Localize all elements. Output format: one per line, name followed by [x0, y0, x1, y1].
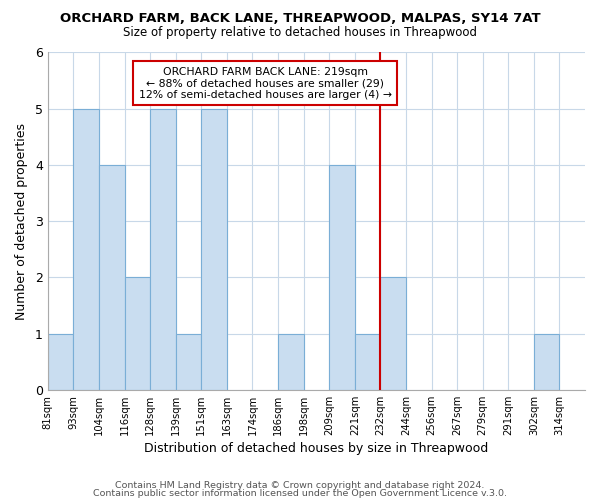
- Bar: [380, 278, 406, 390]
- Bar: [73, 108, 99, 390]
- Bar: [355, 334, 380, 390]
- Bar: [150, 108, 176, 390]
- Text: Contains HM Land Registry data © Crown copyright and database right 2024.: Contains HM Land Registry data © Crown c…: [115, 481, 485, 490]
- X-axis label: Distribution of detached houses by size in Threapwood: Distribution of detached houses by size …: [144, 442, 488, 455]
- Bar: [329, 165, 355, 390]
- Text: Contains public sector information licensed under the Open Government Licence v.: Contains public sector information licen…: [93, 488, 507, 498]
- Bar: [176, 334, 201, 390]
- Text: Size of property relative to detached houses in Threapwood: Size of property relative to detached ho…: [123, 26, 477, 39]
- Text: ORCHARD FARM, BACK LANE, THREAPWOOD, MALPAS, SY14 7AT: ORCHARD FARM, BACK LANE, THREAPWOOD, MAL…: [59, 12, 541, 26]
- Bar: [99, 165, 125, 390]
- Y-axis label: Number of detached properties: Number of detached properties: [15, 122, 28, 320]
- Bar: [48, 334, 73, 390]
- Bar: [278, 334, 304, 390]
- Bar: [201, 108, 227, 390]
- Bar: [534, 334, 559, 390]
- Text: ORCHARD FARM BACK LANE: 219sqm
← 88% of detached houses are smaller (29)
12% of : ORCHARD FARM BACK LANE: 219sqm ← 88% of …: [139, 66, 392, 100]
- Bar: [125, 278, 150, 390]
